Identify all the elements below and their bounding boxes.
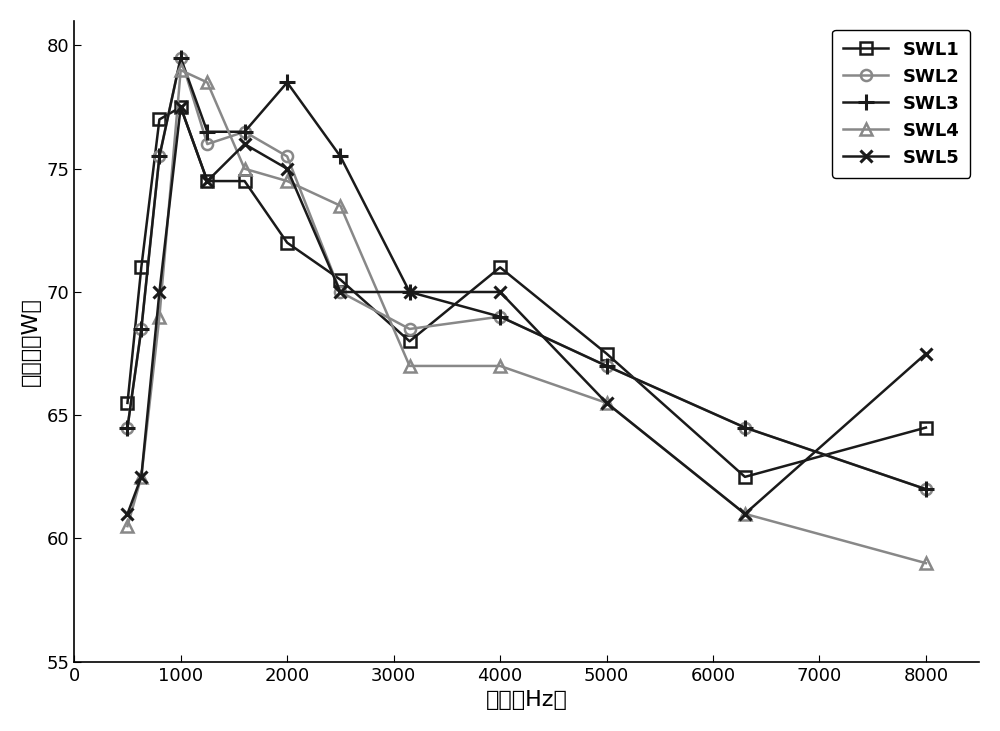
SWL2 [121, 423, 133, 432]
SWL5 [334, 287, 346, 296]
Line: SWL4: SWL4 [122, 64, 931, 569]
SWL3 [175, 53, 187, 62]
SWL5 [175, 103, 187, 112]
SWL5 [601, 398, 613, 407]
SWL3 [601, 362, 613, 371]
Line: SWL1: SWL1 [122, 102, 931, 482]
SWL4 [281, 177, 293, 186]
SWL3 [920, 485, 932, 493]
SWL4 [601, 398, 613, 407]
SWL3 [334, 152, 346, 161]
SWL4 [121, 522, 133, 531]
SWL2 [153, 152, 165, 161]
Line: SWL5: SWL5 [121, 101, 932, 520]
SWL1 [281, 238, 293, 247]
SWL5 [494, 287, 506, 296]
SWL2 [175, 53, 187, 62]
SWL3 [281, 78, 293, 87]
SWL2 [334, 287, 346, 296]
SWL1 [404, 337, 416, 346]
SWL3 [239, 127, 251, 136]
SWL2 [739, 423, 751, 432]
SWL4 [201, 78, 213, 87]
SWL3 [153, 152, 165, 161]
SWL5 [153, 287, 165, 296]
SWL1 [494, 263, 506, 272]
SWL2 [601, 362, 613, 371]
Legend: SWL1, SWL2, SWL3, SWL4, SWL5: SWL1, SWL2, SWL3, SWL4, SWL5 [832, 30, 970, 178]
SWL3 [135, 325, 147, 333]
Line: SWL3: SWL3 [119, 50, 934, 498]
Line: SWL2: SWL2 [122, 52, 931, 495]
SWL4 [239, 164, 251, 173]
SWL5 [920, 349, 932, 358]
SWL2 [135, 325, 147, 333]
SWL1 [239, 177, 251, 186]
SWL1 [201, 177, 213, 186]
SWL2 [494, 312, 506, 321]
Y-axis label: 声功率（W）: 声功率（W） [21, 297, 41, 386]
SWL4 [920, 558, 932, 567]
SWL4 [739, 510, 751, 518]
SWL4 [135, 472, 147, 481]
SWL3 [404, 287, 416, 296]
SWL1 [153, 115, 165, 124]
SWL1 [920, 423, 932, 432]
SWL1 [135, 263, 147, 272]
SWL2 [404, 325, 416, 333]
SWL5 [201, 177, 213, 186]
SWL4 [175, 66, 187, 75]
SWL5 [281, 164, 293, 173]
SWL1 [601, 349, 613, 358]
SWL2 [281, 152, 293, 161]
SWL1 [121, 398, 133, 407]
SWL4 [494, 362, 506, 371]
SWL1 [739, 472, 751, 481]
SWL5 [239, 140, 251, 148]
SWL1 [334, 276, 346, 284]
SWL3 [494, 312, 506, 321]
SWL5 [135, 472, 147, 481]
SWL5 [739, 510, 751, 518]
SWL1 [175, 103, 187, 112]
SWL4 [404, 362, 416, 371]
SWL3 [201, 127, 213, 136]
SWL2 [239, 127, 251, 136]
SWL3 [739, 423, 751, 432]
SWL5 [121, 510, 133, 518]
SWL4 [334, 201, 346, 210]
SWL2 [201, 140, 213, 148]
SWL3 [121, 423, 133, 432]
X-axis label: 频率（Hz）: 频率（Hz） [486, 690, 568, 711]
SWL2 [920, 485, 932, 493]
SWL4 [153, 312, 165, 321]
SWL5 [404, 287, 416, 296]
